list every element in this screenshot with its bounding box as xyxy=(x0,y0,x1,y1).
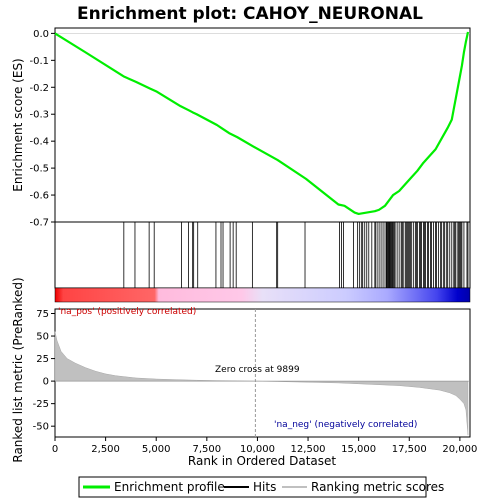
es-tick-label: -0.7 xyxy=(29,218,49,229)
rank-tick-label: 50 xyxy=(36,332,49,343)
x-tick-label: 20,000 xyxy=(442,444,477,455)
x-tick-label: 5,000 xyxy=(142,444,171,455)
rank-tick-label: -25 xyxy=(33,399,49,410)
hits-panel xyxy=(54,221,471,289)
es-tick-label: -0.6 xyxy=(29,191,49,202)
chart-title: Enrichment plot: CAHOY_NEURONAL xyxy=(77,4,423,24)
x-tick-label: 2,500 xyxy=(91,444,120,455)
legend-label-hits: Hits xyxy=(253,480,276,494)
es-tick-label: -0.4 xyxy=(29,137,49,148)
rank-tick-label: 75 xyxy=(36,309,49,320)
es-panel xyxy=(54,27,471,223)
x-tick-label: 17,500 xyxy=(392,444,427,455)
es-axis-label: Enrichment score (ES) xyxy=(11,58,25,191)
x-axis-label: Rank in Ordered Dataset xyxy=(188,454,336,468)
negative-correlation-label: 'na_neg' (negatively correlated) xyxy=(274,420,417,430)
rank-axis-label: Ranked list metric (PreRanked) xyxy=(11,277,25,462)
rank-tick-label: 0 xyxy=(43,377,49,388)
x-tick-label: 10,000 xyxy=(240,444,275,455)
zero-cross-label: Zero cross at 9899 xyxy=(215,365,300,375)
rank-tick-label: 25 xyxy=(36,354,49,365)
es-tick-label: -0.3 xyxy=(29,110,49,121)
correlation-color-bar xyxy=(54,287,471,303)
x-tick-label: 0 xyxy=(52,444,58,455)
positive-correlation-label: 'na_pos' (positively correlated) xyxy=(58,307,196,317)
legend-label-enrichment: Enrichment profile xyxy=(114,480,225,494)
x-tick-label: 12,500 xyxy=(291,444,326,455)
es-tick-label: 0.0 xyxy=(33,29,49,40)
ranking-metric-area xyxy=(54,331,469,436)
x-tick-label: 15,000 xyxy=(341,444,376,455)
enrichment-profile-line xyxy=(54,31,470,216)
x-tick-label: 7,500 xyxy=(193,444,222,455)
rank-tick-label: -50 xyxy=(33,422,49,433)
legend-label-ranking: Ranking metric scores xyxy=(311,480,444,494)
legend-box xyxy=(78,476,427,498)
rank-panel xyxy=(54,308,471,438)
es-tick-label: -0.5 xyxy=(29,164,49,175)
es-tick-label: -0.2 xyxy=(29,83,49,94)
es-tick-label: -0.1 xyxy=(29,56,49,67)
